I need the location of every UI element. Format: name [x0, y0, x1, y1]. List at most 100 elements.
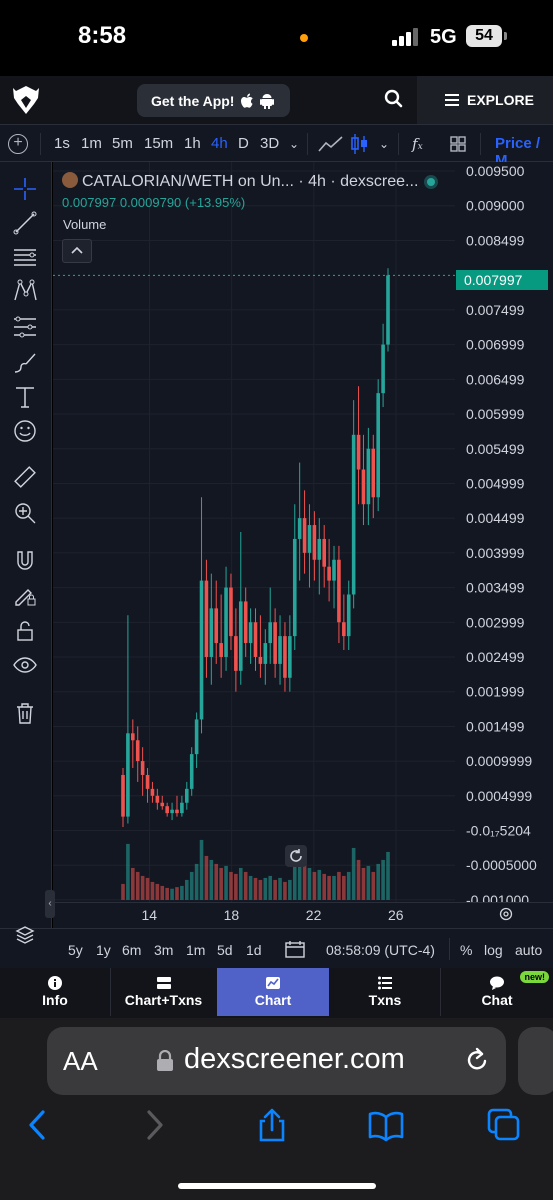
magnet-icon[interactable] [12, 548, 38, 574]
range-3m[interactable]: 3m [154, 942, 174, 958]
volume-bar [184, 879, 189, 900]
back-arrow-icon[interactable] [20, 1107, 56, 1143]
timeframe-1m[interactable]: 1m [81, 135, 102, 152]
pair-title: CATALORIAN/WETH on Un... · 4h · dexscree… [82, 173, 419, 190]
y-tick-label: -0.0₁₇5204 [466, 822, 531, 838]
candle-body [248, 622, 253, 644]
chart-icon [266, 977, 280, 989]
tab-chart-txns[interactable]: Chart+Txns [111, 968, 216, 1016]
range-bar [0, 928, 553, 968]
candle-body [376, 393, 380, 498]
auto-scale-toggle[interactable]: auto [515, 942, 543, 958]
candle-body [312, 525, 317, 560]
toolbar-divider [307, 133, 308, 155]
bookmarks-book-icon[interactable] [368, 1107, 404, 1143]
range-1m[interactable]: 1m [186, 942, 206, 958]
address-bar[interactable] [47, 1027, 506, 1095]
add-symbol-icon[interactable]: + [8, 134, 28, 154]
tab-chart-label: Chart [254, 992, 292, 1008]
lock-drawing-icon[interactable] [12, 582, 38, 608]
forward-arrow-icon[interactable] [136, 1107, 172, 1143]
tab-chat[interactable]: Chat new! [441, 968, 553, 1016]
chevron-up-icon [71, 246, 83, 254]
search-icon[interactable] [383, 88, 405, 110]
volume-bar [229, 871, 233, 900]
tabs-overview-icon[interactable] [486, 1107, 522, 1143]
volume-bar [346, 871, 351, 900]
get-app-button[interactable]: Get the App! [137, 84, 290, 117]
date-range-calendar-icon[interactable] [285, 940, 305, 958]
share-icon[interactable] [254, 1107, 290, 1143]
y-tick-label: 0.0009999 [466, 753, 532, 769]
legend-collapse-button[interactable] [62, 239, 92, 263]
info-icon [48, 976, 62, 990]
tab-info[interactable]: Info [0, 968, 110, 1016]
url-text[interactable]: dexscreener.com [184, 1043, 405, 1075]
tab-txns[interactable]: Txns [330, 968, 440, 1016]
pattern-tool-icon[interactable] [12, 278, 38, 304]
lock-all-icon[interactable] [12, 618, 38, 644]
reader-aa-button[interactable]: AA [63, 1046, 98, 1076]
price-axis-labels: 0.009500 0.009000 0.008499 0.007499 0.006999… [466, 163, 537, 902]
range-1y[interactable]: 1y [96, 942, 111, 958]
crosshair-icon[interactable] [12, 176, 38, 202]
range-5y[interactable]: 5y [68, 942, 83, 958]
timeframe-1s[interactable]: 1s [54, 135, 70, 152]
candle-body [224, 587, 228, 657]
indicators-fx-icon[interactable]: fx [412, 135, 423, 153]
toolbar-collapse-chevron-icon[interactable]: ‹ [45, 890, 55, 918]
candle-body [204, 580, 209, 657]
volume-bar [160, 885, 165, 900]
price-chart[interactable] [53, 162, 455, 902]
timeframe-dropdown-chevron-icon[interactable]: ⌄ [289, 137, 300, 151]
trend-line-icon[interactable] [12, 210, 38, 236]
range-5d[interactable]: 5d [217, 942, 233, 958]
tab-chart[interactable]: Chart [217, 968, 329, 1016]
range-6m[interactable]: 6m [122, 942, 142, 958]
volume-bar [145, 877, 150, 900]
percent-scale-toggle[interactable]: % [460, 942, 473, 958]
candle-body [170, 809, 174, 814]
time-axis[interactable] [53, 902, 553, 928]
privacy-indicator-dot [300, 34, 308, 42]
emoji-icon[interactable] [12, 418, 38, 444]
timeframe-D[interactable]: D [238, 135, 249, 152]
explore-menu-button[interactable]: EXPLORE [417, 76, 553, 124]
clock-time-display[interactable]: 08:58:09 (UTC-4) [326, 942, 435, 958]
explore-label: EXPLORE [467, 92, 534, 108]
ruler-measure-icon[interactable] [12, 464, 38, 490]
trash-icon[interactable] [12, 700, 38, 726]
timeframe-15m[interactable]: 15m [144, 135, 174, 152]
zoom-in-icon[interactable] [12, 500, 38, 526]
visibility-eye-icon[interactable] [12, 652, 38, 678]
layers-icon[interactable] [14, 924, 36, 946]
fib-tool-icon[interactable] [12, 314, 38, 340]
timeframe-3D[interactable]: 3D [260, 135, 280, 152]
chart-settings-gear-icon[interactable] [498, 906, 514, 922]
volume-legend-label: Volume [63, 217, 107, 232]
volume-bar [121, 883, 125, 900]
text-tool-icon[interactable] [12, 384, 38, 410]
timeframe-4h[interactable]: 4h [211, 135, 228, 152]
volume-bar [278, 877, 282, 900]
candle-body [258, 656, 263, 664]
brush-icon[interactable] [12, 350, 38, 376]
y-tick-label: 0.001499 [466, 718, 525, 734]
volume-bar [253, 877, 258, 900]
dexscreener-logo-icon[interactable] [12, 84, 40, 116]
chart-type-dropdown-chevron-icon[interactable]: ⌄ [379, 137, 390, 151]
log-scale-toggle[interactable]: log [484, 942, 503, 958]
split-view-icon [156, 977, 171, 989]
timeframe-1h[interactable]: 1h [184, 135, 201, 152]
android-icon [260, 93, 275, 109]
reload-icon[interactable] [464, 1046, 490, 1074]
line-chart-type-icon[interactable] [318, 135, 344, 153]
tab-txns-label: Txns [368, 992, 402, 1008]
reset-chart-icon[interactable] [285, 845, 307, 867]
range-1d[interactable]: 1d [246, 942, 262, 958]
horizontal-lines-icon[interactable] [12, 244, 38, 270]
timeframe-5m[interactable]: 5m [112, 135, 133, 152]
layout-grid-icon[interactable] [450, 136, 466, 152]
next-tab-address-bar[interactable] [518, 1027, 553, 1095]
candlestick-type-icon[interactable] [350, 132, 370, 156]
